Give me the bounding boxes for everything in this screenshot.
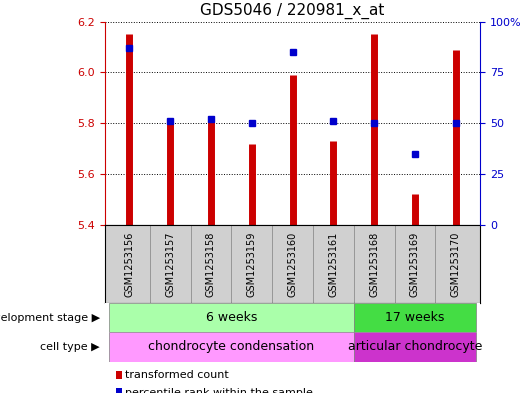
Text: percentile rank within the sample: percentile rank within the sample	[125, 387, 313, 393]
Text: 17 weeks: 17 weeks	[385, 311, 445, 324]
Text: transformed count: transformed count	[125, 370, 229, 380]
Text: cell type ▶: cell type ▶	[40, 342, 100, 352]
Text: development stage ▶: development stage ▶	[0, 313, 100, 323]
Text: articular chondrocyte: articular chondrocyte	[348, 340, 482, 353]
Text: GSM1253159: GSM1253159	[247, 231, 257, 297]
Text: GSM1253160: GSM1253160	[288, 231, 297, 297]
Text: GSM1253157: GSM1253157	[165, 231, 175, 297]
Bar	[354, 332, 476, 362]
Text: GSM1253168: GSM1253168	[369, 231, 379, 297]
Bar	[354, 303, 476, 332]
Bar	[109, 303, 354, 332]
Text: chondrocyte condensation: chondrocyte condensation	[148, 340, 314, 353]
Text: GSM1253161: GSM1253161	[329, 231, 338, 297]
Title: GDS5046 / 220981_x_at: GDS5046 / 220981_x_at	[200, 3, 385, 19]
Text: GSM1253170: GSM1253170	[450, 231, 461, 297]
Text: GSM1253156: GSM1253156	[125, 231, 135, 297]
Text: GSM1253169: GSM1253169	[410, 231, 420, 297]
Text: 6 weeks: 6 weeks	[206, 311, 257, 324]
Bar	[109, 332, 354, 362]
Text: GSM1253158: GSM1253158	[206, 231, 216, 297]
